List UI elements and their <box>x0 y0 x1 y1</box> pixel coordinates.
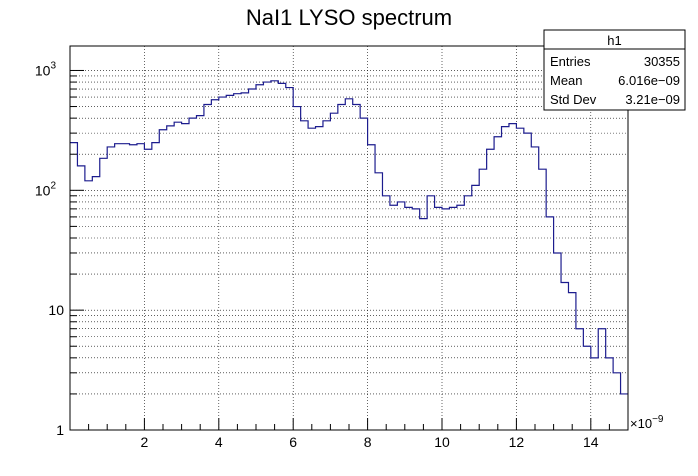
stats-label-entries: Entries <box>550 54 591 69</box>
histogram-outline <box>70 80 628 395</box>
x-exponent-base: ×10 <box>630 416 652 431</box>
chart-title: NaI1 LYSO spectrum <box>246 5 452 30</box>
x-tick-label: 10 <box>434 434 450 450</box>
stats-value-mean: 6.016e−09 <box>618 73 680 88</box>
x-tick-label: 4 <box>215 434 223 450</box>
stats-label-std-dev: Std Dev <box>550 92 597 107</box>
histogram-line <box>70 80 628 395</box>
stats-value-entries: 30355 <box>644 54 680 69</box>
x-tick-label: 6 <box>289 434 297 450</box>
stats-title: h1 <box>607 33 621 48</box>
y-tick-exponent: 2 <box>50 180 56 191</box>
y-tick-label: 10 <box>48 302 64 318</box>
stats-value-std-dev: 3.21e−09 <box>625 92 680 107</box>
x-exponent-power: −9 <box>652 414 664 425</box>
grid-lines <box>70 46 628 430</box>
x-tick-label: 2 <box>141 434 149 450</box>
x-tick-label: 8 <box>364 434 372 450</box>
y-tick-label: 103 <box>35 60 57 78</box>
y-tick-exponent: 3 <box>50 60 56 71</box>
x-axis-exponent: ×10−9 <box>630 414 664 431</box>
x-tick-label: 14 <box>583 434 599 450</box>
stats-label-mean: Mean <box>550 73 583 88</box>
axes-ticks: 2 4 6 8 10 12 14 1 10 102 103 <box>35 60 610 450</box>
stats-box: h1 Entries 30355 Mean 6.016e−09 Std Dev … <box>543 29 686 111</box>
y-tick-label: 1 <box>56 422 64 438</box>
x-tick-label: 12 <box>509 434 525 450</box>
y-tick-label: 102 <box>35 180 57 198</box>
stats-box-frame <box>543 29 686 111</box>
